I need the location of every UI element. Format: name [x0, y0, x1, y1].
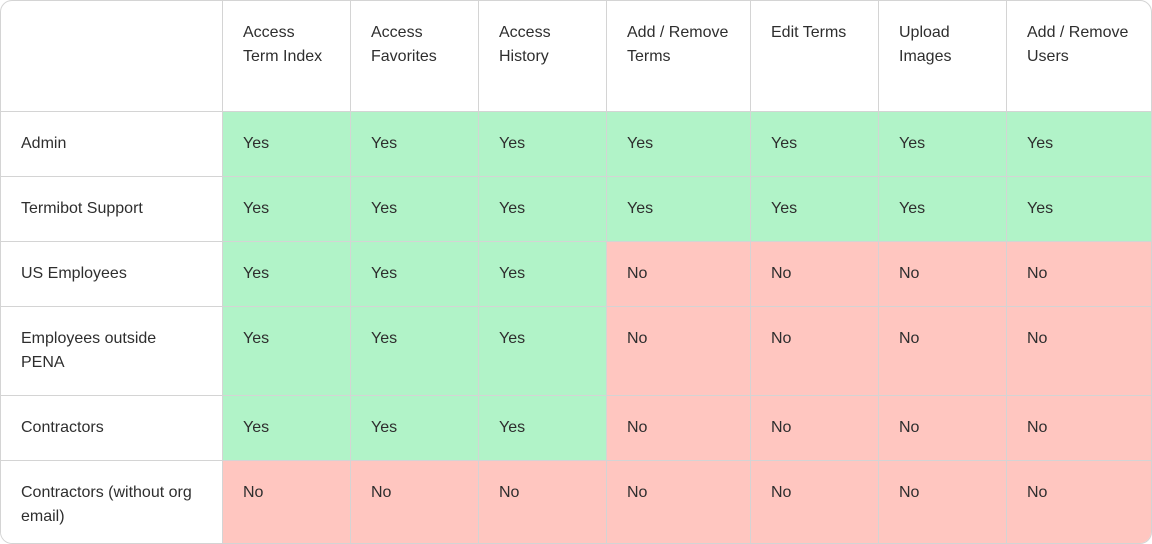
header-row: Access Term Index Access Favorites Access …	[1, 1, 1151, 112]
permission-cell: No	[1007, 396, 1151, 461]
row-label: US Employees	[1, 242, 223, 307]
corner-cell	[1, 1, 223, 112]
permission-cell: No	[751, 461, 879, 543]
row-label: Employees outside PENA	[1, 307, 223, 396]
permission-cell: Yes	[223, 112, 351, 177]
table-row: Contractors (without org email) No No No No N…	[1, 461, 1151, 543]
permission-cell: Yes	[1007, 177, 1151, 242]
permission-cell: No	[223, 461, 351, 543]
permission-cell: Yes	[751, 177, 879, 242]
permission-cell: Yes	[223, 177, 351, 242]
permission-cell: Yes	[479, 112, 607, 177]
row-label: Contractors (without org email)	[1, 461, 223, 543]
column-header: Access History	[479, 1, 607, 112]
permission-cell: No	[879, 461, 1007, 543]
column-header: Add / Remove Terms	[607, 1, 751, 112]
permission-cell: Yes	[223, 307, 351, 396]
permission-cell: Yes	[607, 112, 751, 177]
permission-cell: Yes	[351, 307, 479, 396]
permission-cell: Yes	[351, 177, 479, 242]
column-header: Add / Remove Users	[1007, 1, 1151, 112]
permission-cell: Yes	[479, 307, 607, 396]
permission-cell: Yes	[751, 112, 879, 177]
permission-cell: No	[1007, 242, 1151, 307]
permission-cell: Yes	[223, 242, 351, 307]
permission-cell: Yes	[479, 242, 607, 307]
permission-cell: No	[1007, 307, 1151, 396]
permission-cell: Yes	[479, 177, 607, 242]
permission-cell: No	[607, 461, 751, 543]
row-label: Contractors	[1, 396, 223, 461]
permission-cell: No	[879, 242, 1007, 307]
permission-cell: Yes	[607, 177, 751, 242]
permission-cell: Yes	[879, 112, 1007, 177]
permission-cell: Yes	[1007, 112, 1151, 177]
permission-cell: No	[607, 242, 751, 307]
column-header: Access Favorites	[351, 1, 479, 112]
permission-cell: Yes	[351, 112, 479, 177]
permission-cell: No	[607, 307, 751, 396]
permission-cell: No	[879, 307, 1007, 396]
permission-cell: Yes	[479, 396, 607, 461]
table-row: Employees outside PENA Yes Yes Yes No No No No	[1, 307, 1151, 396]
permission-cell: No	[879, 396, 1007, 461]
column-header: Upload Images	[879, 1, 1007, 112]
permission-cell: No	[351, 461, 479, 543]
permission-cell: No	[751, 396, 879, 461]
permission-cell: Yes	[351, 242, 479, 307]
table-row: US Employees Yes Yes Yes No No No No	[1, 242, 1151, 307]
permission-cell: No	[1007, 461, 1151, 543]
table-row: Admin Yes Yes Yes Yes Yes Yes Yes	[1, 112, 1151, 177]
permission-cell: No	[479, 461, 607, 543]
permission-cell: No	[751, 307, 879, 396]
table-row: Contractors Yes Yes Yes No No No No	[1, 396, 1151, 461]
permission-cell: No	[751, 242, 879, 307]
permission-cell: Yes	[879, 177, 1007, 242]
row-label: Admin	[1, 112, 223, 177]
permission-cell: No	[607, 396, 751, 461]
table-row: Termibot Support Yes Yes Yes Yes Yes Yes Yes	[1, 177, 1151, 242]
row-label: Termibot Support	[1, 177, 223, 242]
column-header: Access Term Index	[223, 1, 351, 112]
permission-cell: Yes	[351, 396, 479, 461]
column-header: Edit Terms	[751, 1, 879, 112]
permission-cell: Yes	[223, 396, 351, 461]
table-body: Admin Yes Yes Yes Yes Yes Yes Yes Termibot Suppo…	[1, 112, 1151, 543]
